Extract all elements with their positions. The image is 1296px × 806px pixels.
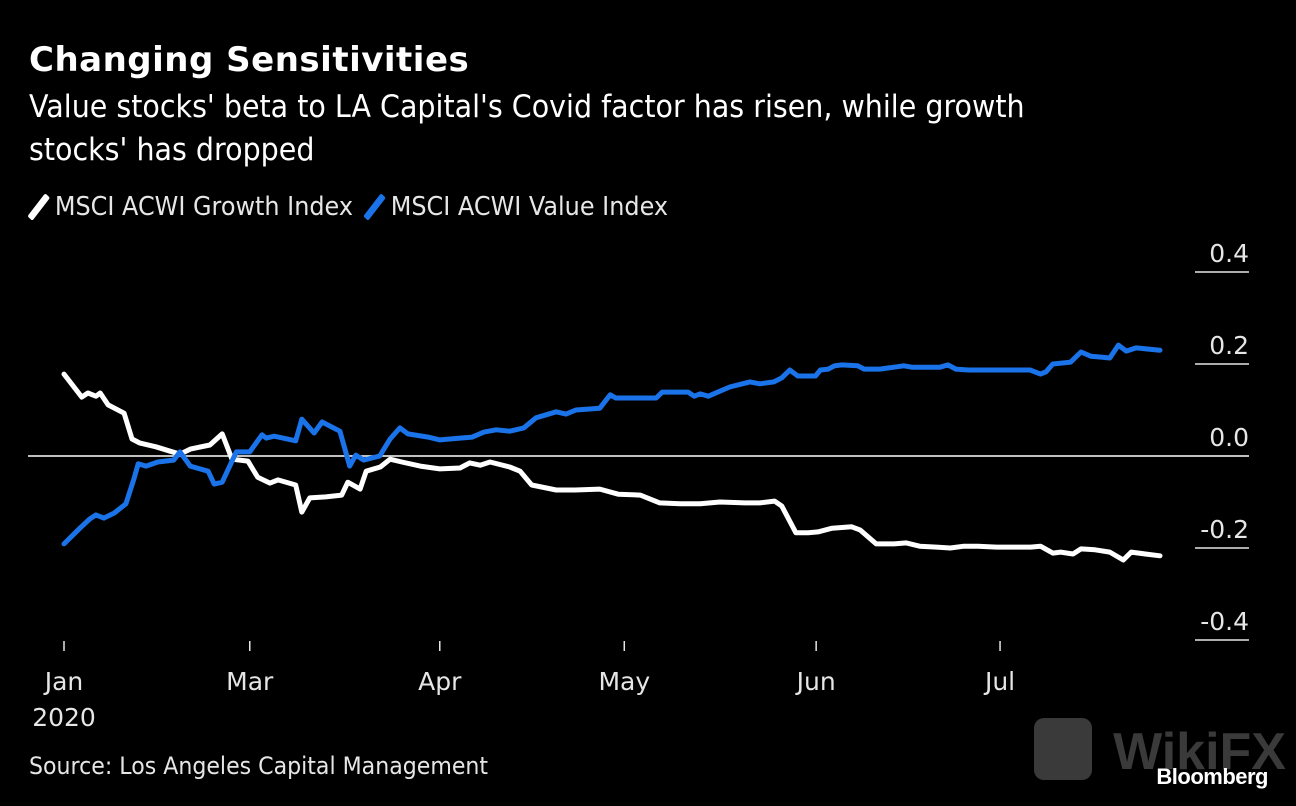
- subtitle-line-1: Value stocks' beta to LA Capital's Covid…: [29, 89, 1025, 125]
- source-note: Source: Los Angeles Capital Management: [29, 752, 489, 780]
- x-tick-label: Jan: [43, 667, 84, 696]
- x-tick-label: Jul: [983, 667, 1015, 696]
- chart-title: Changing Sensitivities: [29, 40, 470, 80]
- legend: MSCI ACWI Growth Index MSCI ACWI Value I…: [27, 192, 681, 222]
- series-layer: [61, 342, 1163, 563]
- y-tick-label: -0.4: [1200, 607, 1249, 636]
- x-tick-label: May: [598, 667, 650, 696]
- x-axis: Jan 2020 Mar Apr May Jun Jul: [32, 641, 1015, 732]
- legend-label-growth: MSCI ACWI Growth Index: [54, 192, 354, 222]
- legend-label-value: MSCI ACWI Value Index: [390, 192, 669, 222]
- y-tick-label: -0.2: [1200, 515, 1249, 544]
- y-tick-label: 0.0: [1209, 423, 1249, 452]
- legend-item-value: MSCI ACWI Value Index: [363, 192, 669, 222]
- watermark: WikiFX: [1113, 723, 1286, 781]
- y-tick-label: 0.4: [1209, 239, 1249, 268]
- watermark-logo-icon: [1034, 718, 1092, 780]
- y-tick-label: 0.2: [1209, 331, 1249, 360]
- chart-subtitle: Value stocks' beta to LA Capital's Covid…: [29, 86, 1133, 172]
- bloomberg-logo: Bloomberg: [1156, 764, 1268, 789]
- x-tick-sublabel: 2020: [32, 703, 96, 732]
- legend-item-growth: MSCI ACWI Growth Index: [27, 192, 354, 222]
- x-tick-label: Apr: [418, 667, 462, 696]
- series-line-growth: [61, 371, 1163, 563]
- x-tick-label: Jun: [795, 667, 836, 696]
- x-tick-label: Mar: [226, 667, 274, 696]
- y-axis: 0.4 0.2 0.0 -0.2 -0.4: [1195, 239, 1249, 641]
- subtitle-line-2: stocks' has dropped: [29, 132, 315, 168]
- series-line-value: [61, 342, 1163, 547]
